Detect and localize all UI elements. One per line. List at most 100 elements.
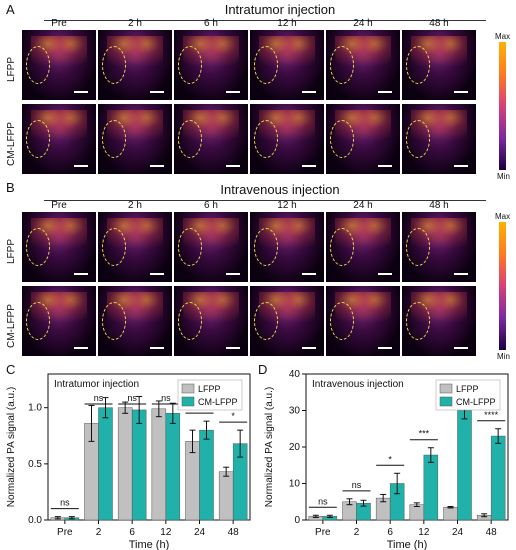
chart-c-legend-label: LFPP bbox=[198, 384, 221, 394]
panel-b-col-label: 24 h bbox=[353, 200, 373, 211]
panel-b-scale-bar bbox=[150, 273, 164, 275]
chart-c-sig-label: * bbox=[231, 411, 235, 421]
panel-a-pa-image bbox=[326, 104, 400, 174]
chart-c-title: Intratumor injection bbox=[54, 379, 139, 390]
panel-a-tumor-ellipse bbox=[178, 46, 202, 84]
panel-a-scale-bar bbox=[74, 165, 88, 167]
panel-b-pa-image bbox=[174, 212, 248, 282]
panel-a-tumor-ellipse bbox=[178, 120, 202, 158]
panel-a-tumor-ellipse bbox=[26, 46, 50, 84]
panel-b-title-rule bbox=[44, 200, 486, 201]
chart-c-x-tick-label: 24 bbox=[194, 527, 206, 538]
panel-b-col-label: 12 h bbox=[277, 200, 297, 211]
panel-a-title-rule bbox=[44, 20, 486, 21]
panel-b-tumor-ellipse bbox=[26, 302, 50, 340]
chart-c-y-tick-label: 1.0 bbox=[28, 403, 42, 414]
panel-a-scale-bar bbox=[150, 91, 164, 93]
panel-b-tumor-ellipse bbox=[178, 302, 202, 340]
panel-b-pa-image bbox=[174, 286, 248, 356]
chart-c-bar-lfpp bbox=[185, 441, 200, 521]
chart-d-legend-swatch bbox=[439, 383, 453, 394]
chart-d-x-axis-label: Time (h) bbox=[387, 539, 428, 550]
chart-c-bar-cm-lfpp bbox=[199, 429, 214, 521]
chart-d-bar-cm-lfpp bbox=[423, 454, 439, 521]
panel-a-tumor-ellipse bbox=[406, 120, 430, 158]
chart-d-x-tick-label: 12 bbox=[418, 527, 430, 538]
panel-a-tumor-ellipse bbox=[254, 46, 278, 84]
chart-c-x-tick-label: 48 bbox=[228, 527, 240, 538]
chart-d-x-tick-label: 6 bbox=[387, 527, 393, 538]
chart-c-sig-label: ns bbox=[127, 393, 137, 403]
panel-a-pa-image bbox=[250, 30, 324, 100]
panel-a-tumor-ellipse bbox=[330, 46, 354, 84]
chart-c-y-tick-label: 0.5 bbox=[28, 459, 42, 470]
panel-a-col-label: 6 h bbox=[204, 18, 218, 29]
panel-b-pa-image bbox=[402, 286, 476, 356]
panel-b-tumor-ellipse bbox=[330, 302, 354, 340]
panel-b-pa-image bbox=[250, 286, 324, 356]
chart-c-x-axis-label: Time (h) bbox=[129, 539, 170, 550]
panel-a-colorbar-max: Max bbox=[495, 32, 511, 41]
chart-d-x-tick-label: 2 bbox=[354, 527, 360, 538]
chart-c-sig-label: ns bbox=[60, 498, 70, 508]
chart-c-bar-cm-lfpp bbox=[131, 409, 147, 521]
panel-b-colorbar-min: Min bbox=[497, 352, 510, 361]
panel-a-scale-bar bbox=[226, 91, 240, 93]
panel-a-scale-bar bbox=[378, 165, 392, 167]
chart-c-sig-label: ns bbox=[94, 393, 104, 403]
panel-a-col-label: 2 h bbox=[128, 18, 142, 29]
panel-letter-c: C bbox=[6, 362, 16, 377]
panel-b-col-label: 48 h bbox=[429, 200, 449, 211]
panel-b-scale-bar bbox=[150, 347, 164, 349]
chart-d: 010203040Prens2ns6*12***24****48****Time… bbox=[264, 369, 509, 550]
chart-d-y-tick-label: 40 bbox=[289, 369, 301, 380]
chart-d-sig-label: ns bbox=[352, 480, 362, 490]
panel-a-scale-bar bbox=[74, 91, 88, 93]
chart-d-y-tick-label: 0 bbox=[294, 515, 300, 526]
panel-b-scale-bar bbox=[454, 273, 468, 275]
panel-a-scale-bar bbox=[454, 165, 468, 167]
panel-b-pa-image bbox=[326, 286, 400, 356]
panel-b-title: Intravenous injection bbox=[220, 182, 340, 197]
panel-b-pa-image bbox=[402, 212, 476, 282]
chart-d-legend-label: LFPP bbox=[456, 384, 479, 394]
chart-d-y-tick-label: 20 bbox=[289, 442, 301, 453]
chart-d-y-axis-label: Normalized PA signal (a.u.) bbox=[264, 387, 275, 507]
panel-b-tumor-ellipse bbox=[178, 228, 202, 266]
panel-b-scale-bar bbox=[74, 273, 88, 275]
panel-a-pa-image bbox=[174, 104, 248, 174]
panel-a-scale-bar bbox=[378, 91, 392, 93]
chart-d-x-tick-label: 24 bbox=[452, 527, 464, 538]
panel-b-scale-bar bbox=[378, 347, 392, 349]
panel-a-row-label: CM-LFPP bbox=[6, 122, 17, 166]
panel-b-row-label: CM-LFPP bbox=[6, 304, 17, 348]
panel-b-row-label: LFPP bbox=[6, 238, 17, 264]
panel-a-pa-image bbox=[402, 104, 476, 174]
panel-a-colorbar-min: Min bbox=[497, 172, 510, 181]
panel-a-pa-image bbox=[98, 104, 172, 174]
chart-d-x-tick-label: Pre bbox=[315, 527, 331, 538]
panel-a-pa-image bbox=[326, 30, 400, 100]
panel-a-scale-bar bbox=[226, 165, 240, 167]
chart-c-x-tick-label: Pre bbox=[57, 527, 73, 538]
panel-a-tumor-ellipse bbox=[102, 46, 126, 84]
panel-a-pa-image bbox=[174, 30, 248, 100]
chart-d-legend-label: CM-LFPP bbox=[456, 397, 496, 407]
panel-letter-b: B bbox=[6, 180, 15, 195]
chart-d-sig-label: * bbox=[388, 454, 392, 464]
panel-b-col-label: Pre bbox=[51, 200, 67, 211]
panel-a-pa-image bbox=[22, 104, 96, 174]
panel-a-tumor-ellipse bbox=[406, 46, 430, 84]
panel-b-scale-bar bbox=[302, 347, 316, 349]
chart-c-y-axis-label: Normalized PA signal (a.u.) bbox=[6, 387, 17, 507]
panel-letter-d: D bbox=[258, 362, 268, 377]
panel-b-tumor-ellipse bbox=[26, 228, 50, 266]
panel-b-tumor-ellipse bbox=[102, 228, 126, 266]
panel-b-pa-image bbox=[326, 212, 400, 282]
panel-b-tumor-ellipse bbox=[330, 228, 354, 266]
chart-c-legend-swatch bbox=[181, 396, 195, 407]
chart-c-bar-cm-lfpp bbox=[165, 413, 181, 521]
panel-b-pa-image bbox=[98, 286, 172, 356]
panel-b-tumor-ellipse bbox=[102, 302, 126, 340]
panel-b-pa-image bbox=[250, 212, 324, 282]
